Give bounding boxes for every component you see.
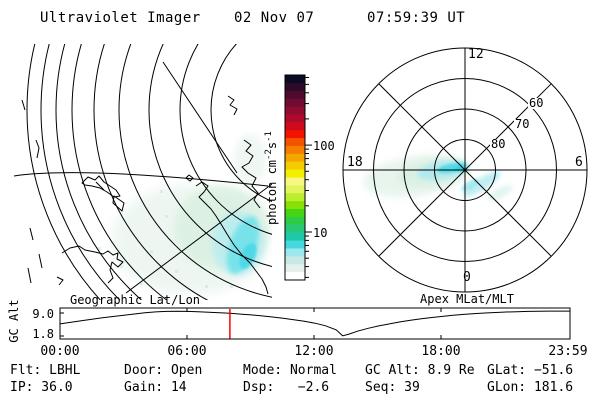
timeline-xtick-1800: 18:00: [421, 344, 461, 359]
polar-mlt-18: 18: [347, 155, 363, 170]
header-time-ut: 07:59:39 UT: [367, 10, 466, 26]
status-ip: IP: 36.0: [10, 380, 73, 395]
timeline-ticks: [60, 308, 442, 339]
colorbar-tick-100: 100: [313, 139, 335, 153]
timeline-xtick-0000: 00:00: [40, 344, 80, 359]
colorbar-units-label: photon cm-2s-1: [264, 131, 279, 225]
polar-mlat-70: 70: [514, 117, 531, 131]
geo-grid-lines: [13, 61, 272, 294]
app-title: Ultraviolet Imager: [40, 10, 201, 26]
geographic-map-panel: [13, 44, 272, 300]
status-door: Door: Open: [124, 363, 203, 378]
status-glon: GLon: 181.6: [487, 380, 574, 395]
geo-grid-arcs: [26, 44, 272, 300]
status-gc-alt: GC Alt: 8.9 Re: [365, 363, 475, 378]
polar-panel-caption: Apex MLat/MLT: [420, 292, 514, 306]
geo-aurora-emission: [98, 134, 270, 295]
polar-mlt-6: 6: [575, 155, 583, 170]
timeline-xtick-2359: 23:59: [548, 344, 588, 359]
colorbar-ticks: [305, 77, 312, 278]
polar-mlt-0: 0: [463, 270, 471, 285]
status-mode: Mode: Normal: [243, 363, 337, 378]
colorbar: [284, 74, 312, 281]
status-dsp: Dsp: −2.6: [243, 380, 330, 395]
status-gain: Gain: 14: [124, 380, 187, 395]
polar-mlat-80: 80: [490, 137, 507, 151]
timeline-ytick-low: 1.8: [32, 327, 54, 341]
polar-aurora-emission: [363, 154, 513, 201]
polar-grid: [342, 47, 588, 293]
header-date: 02 Nov 07: [234, 10, 315, 26]
timeline-ytick-high: 9.0: [32, 307, 54, 321]
polar-mlt-12: 12: [468, 47, 484, 62]
polar-mlat-60: 60: [528, 96, 545, 110]
status-flt: Flt: LBHL: [10, 363, 81, 378]
timeline-ylabel: GC Alt: [7, 299, 21, 343]
timeline-xtick-1200: 12:00: [294, 344, 334, 359]
gc-alt-curve: [59, 310, 570, 337]
status-seq: Seq: 39: [365, 380, 420, 395]
colorbar-tick-10: 10: [313, 226, 328, 240]
geo-coastlines: [21, 95, 269, 295]
status-glat: GLat: −51.6: [487, 363, 574, 378]
geo-panel-caption: Geographic Lat/Lon: [69, 293, 201, 307]
timeline-xtick-0600: 06:00: [167, 344, 207, 359]
colorbar-bands: [285, 75, 305, 281]
timeline-panel: [59, 307, 571, 340]
polar-panel: [342, 47, 588, 293]
